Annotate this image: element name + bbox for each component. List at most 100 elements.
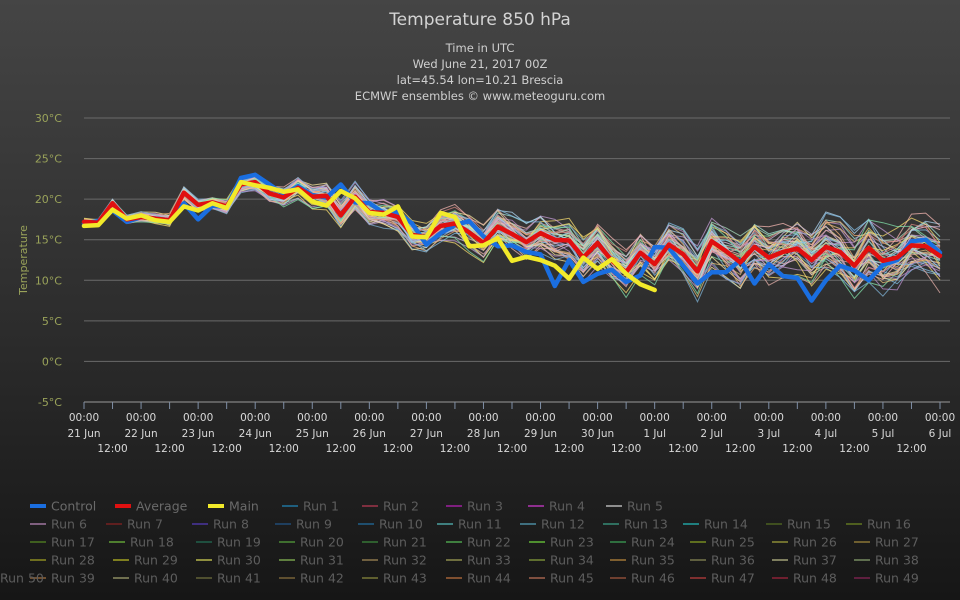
y-tick-label: 5°C — [42, 315, 62, 328]
x-tick-time: 00:00 — [126, 412, 156, 424]
x-tick-midday: 12:00 — [725, 443, 755, 455]
x-tick-date: 24 Jun — [239, 428, 272, 440]
subtitle-line: Wed June 21, 2017 00Z — [413, 57, 548, 71]
legend-label: Run 17 — [51, 535, 95, 550]
legend-label: Run 44 — [467, 571, 511, 586]
subtitle-line: Time in UTC — [445, 41, 515, 55]
x-tick-time: 00:00 — [525, 412, 555, 424]
legend-label: Run 33 — [467, 553, 511, 568]
x-tick-time: 00:00 — [297, 412, 327, 424]
x-tick-time: 00:00 — [697, 412, 727, 424]
x-tick-midday: 12:00 — [154, 443, 184, 455]
legend-label: Run 37 — [793, 553, 837, 568]
legend-label: Run 13 — [624, 517, 668, 532]
x-tick-time: 00:00 — [582, 412, 612, 424]
x-tick-time: 00:00 — [811, 412, 841, 424]
y-tick-label: 25°C — [35, 153, 62, 166]
x-tick-midday: 12:00 — [440, 443, 470, 455]
x-tick-time: 00:00 — [411, 412, 441, 424]
legend-label: Run 26 — [793, 535, 837, 550]
ensemble-runs — [83, 172, 941, 303]
legend-label: Run 24 — [631, 535, 675, 550]
x-tick-date: 30 Jun — [581, 428, 614, 440]
legend-label: Run 32 — [383, 553, 427, 568]
legend-label: Run 1 — [303, 499, 339, 514]
subtitle-line: lat=45.54 lon=10.21 Brescia — [397, 73, 564, 87]
x-tick-midday: 12:00 — [497, 443, 527, 455]
legend: Control Average Main Run 1 Run 2 Run 3 Run 4 Ru… — [0, 499, 919, 586]
x-axis: 00:00 21 Jun 00:00 22 Jun 00:00 23 Jun 00:00 24… — [67, 402, 955, 455]
legend-label: Run 39 — [51, 571, 95, 586]
legend-label: Run 25 — [711, 535, 755, 550]
legend-label: Run 41 — [217, 571, 261, 586]
x-tick-midday: 12:00 — [782, 443, 812, 455]
x-tick-date: 23 Jun — [182, 428, 215, 440]
x-tick-time: 00:00 — [754, 412, 784, 424]
x-tick-date: 28 Jun — [467, 428, 500, 440]
legend-label: Run 23 — [550, 535, 594, 550]
legend-label: Run 27 — [875, 535, 919, 550]
y-tick-label: 0°C — [42, 355, 62, 368]
legend-label: Run 10 — [379, 517, 423, 532]
legend-label: Run 18 — [130, 535, 174, 550]
legend-label: Run 9 — [296, 517, 332, 532]
main-series-line — [81, 179, 657, 293]
legend-label: Run 47 — [711, 571, 755, 586]
subtitle-line: ECMWF ensembles © www.meteoguru.com — [355, 89, 605, 103]
legend-label: Run 19 — [217, 535, 261, 550]
x-tick-midday: 12:00 — [611, 443, 641, 455]
legend-label: Run 30 — [217, 553, 261, 568]
legend-label: Run 31 — [300, 553, 344, 568]
x-tick-date: 6 Jul — [929, 428, 952, 440]
legend-label: Run 6 — [51, 517, 87, 532]
x-tick-time: 00:00 — [640, 412, 670, 424]
y-tick-label: 30°C — [35, 112, 62, 125]
x-tick-midday: 12:00 — [97, 443, 127, 455]
legend-label: Main — [229, 499, 259, 514]
legend-label: Run 38 — [875, 553, 919, 568]
x-tick-date: 26 Jun — [353, 428, 386, 440]
legend-label: Run 7 — [127, 517, 163, 532]
legend-label: Run 35 — [631, 553, 675, 568]
y-tick-label: -5°C — [38, 396, 62, 409]
legend-label: Run 48 — [793, 571, 837, 586]
legend-label: Control — [51, 499, 96, 514]
legend-label: Run 50 — [0, 571, 44, 586]
legend-label: Run 21 — [383, 535, 427, 550]
main-series — [81, 172, 943, 303]
x-tick-date: 2 Jul — [700, 428, 723, 440]
x-tick-date: 3 Jul — [757, 428, 780, 440]
x-tick-time: 00:00 — [69, 412, 99, 424]
legend-label: Run 16 — [867, 517, 911, 532]
legend-label: Run 34 — [550, 553, 594, 568]
x-tick-time: 00:00 — [240, 412, 270, 424]
legend-label: Run 42 — [300, 571, 344, 586]
x-tick-midday: 12:00 — [269, 443, 299, 455]
x-tick-date: 1 Jul — [643, 428, 666, 440]
legend-label: Run 36 — [711, 553, 755, 568]
legend-label: Run 15 — [787, 517, 831, 532]
x-tick-midday: 12:00 — [383, 443, 413, 455]
legend-label: Run 43 — [383, 571, 427, 586]
chart-title: Temperature 850 hPa — [388, 10, 571, 30]
y-tick-label: 15°C — [35, 234, 62, 247]
y-tick-label: 10°C — [35, 274, 62, 287]
x-tick-time: 00:00 — [354, 412, 384, 424]
x-tick-date: 29 Jun — [524, 428, 557, 440]
legend-label: Run 3 — [467, 499, 503, 514]
y-axis: -5°C 0°C 5°C 10°C 15°C 20°C 25°C 30°C — [35, 112, 62, 409]
x-tick-time: 00:00 — [868, 412, 898, 424]
legend-label: Run 45 — [550, 571, 594, 586]
legend-label: Run 49 — [875, 571, 919, 586]
x-tick-date: 5 Jul — [872, 428, 895, 440]
legend-label: Run 12 — [541, 517, 585, 532]
x-tick-midday: 12:00 — [212, 443, 242, 455]
x-tick-date: 27 Jun — [410, 428, 443, 440]
legend-label: Average — [136, 499, 188, 514]
x-tick-date: 21 Jun — [67, 428, 100, 440]
x-tick-midday: 12:00 — [668, 443, 698, 455]
ensemble-run-line — [83, 179, 941, 279]
x-tick-date: 22 Jun — [125, 428, 158, 440]
legend-label: Run 28 — [51, 553, 95, 568]
